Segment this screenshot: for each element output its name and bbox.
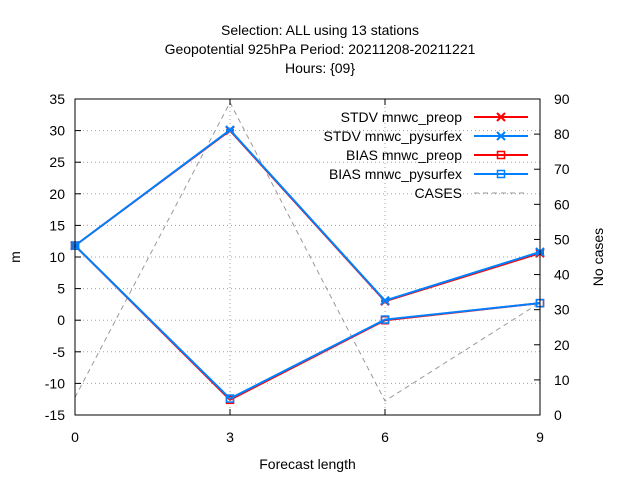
axis-ticks: -15-10-505101520253035010203040506070809… — [45, 91, 570, 445]
x-tick-label: 6 — [381, 429, 389, 445]
data-point — [380, 295, 390, 306]
series-line — [74, 101, 541, 402]
y-tick-label: 15 — [49, 217, 65, 233]
y-axis-label: m — [7, 251, 23, 263]
series-layer — [70, 101, 545, 405]
y-tick-label: 35 — [49, 91, 65, 107]
y2-tick-label: 80 — [554, 126, 570, 142]
y-tick-label: 0 — [57, 312, 65, 328]
legend-label: BIAS mnwc_pysurfex — [329, 166, 462, 182]
data-point — [380, 315, 390, 324]
y2-tick-label: 10 — [554, 372, 570, 388]
legend-marker — [496, 112, 506, 122]
y-tick-label: 25 — [49, 154, 65, 170]
legend-label: STDV mnwc_preop — [341, 109, 463, 125]
y2-tick-label: 40 — [554, 267, 570, 283]
y-tick-label: 10 — [49, 249, 65, 265]
data-point — [225, 394, 235, 403]
y2-tick-label: 70 — [554, 161, 570, 177]
x-axis-label: Forecast length — [259, 456, 356, 472]
y-tick-label: -15 — [45, 407, 65, 423]
x-tick-label: 0 — [71, 429, 79, 445]
y-tick-label: 5 — [57, 281, 65, 297]
y-tick-label: 20 — [49, 186, 65, 202]
title-line: Selection: ALL using 13 stations — [221, 22, 419, 38]
legend-label: BIAS mnwc_preop — [346, 147, 462, 163]
legend-marker — [496, 150, 506, 160]
y-tick-label: 30 — [49, 123, 65, 139]
x-tick-label: 3 — [226, 429, 234, 445]
data-point — [225, 125, 235, 135]
y2-tick-label: 90 — [554, 91, 570, 107]
legend-marker — [496, 169, 506, 179]
x-tick-label: 9 — [536, 429, 544, 445]
y2-tick-label: 50 — [554, 231, 570, 247]
y2-tick-label: 30 — [554, 302, 570, 318]
series-line — [74, 244, 541, 400]
legend-marker — [496, 131, 506, 141]
title-line: Hours: {09} — [285, 60, 355, 76]
series-line — [74, 244, 541, 402]
legend: STDV mnwc_preop STDV mnwc_pysurfex BIAS mn… — [324, 109, 528, 201]
legend-label: STDV mnwc_pysurfex — [324, 128, 462, 144]
series-line — [74, 128, 541, 302]
chart-title: Selection: ALL using 13 stations Geopoten… — [165, 22, 476, 76]
y2-tick-label: 0 — [554, 407, 562, 423]
y2-tick-label: 60 — [554, 196, 570, 212]
title-line: Geopotential 925hPa Period: 20211208-202… — [165, 41, 476, 57]
y-tick-label: -5 — [53, 344, 66, 360]
y2-axis-label: No cases — [590, 228, 606, 286]
y2-tick-label: 20 — [554, 337, 570, 353]
legend-label: CASES — [415, 185, 462, 201]
grid — [75, 99, 540, 415]
y-tick-label: -10 — [45, 375, 65, 391]
